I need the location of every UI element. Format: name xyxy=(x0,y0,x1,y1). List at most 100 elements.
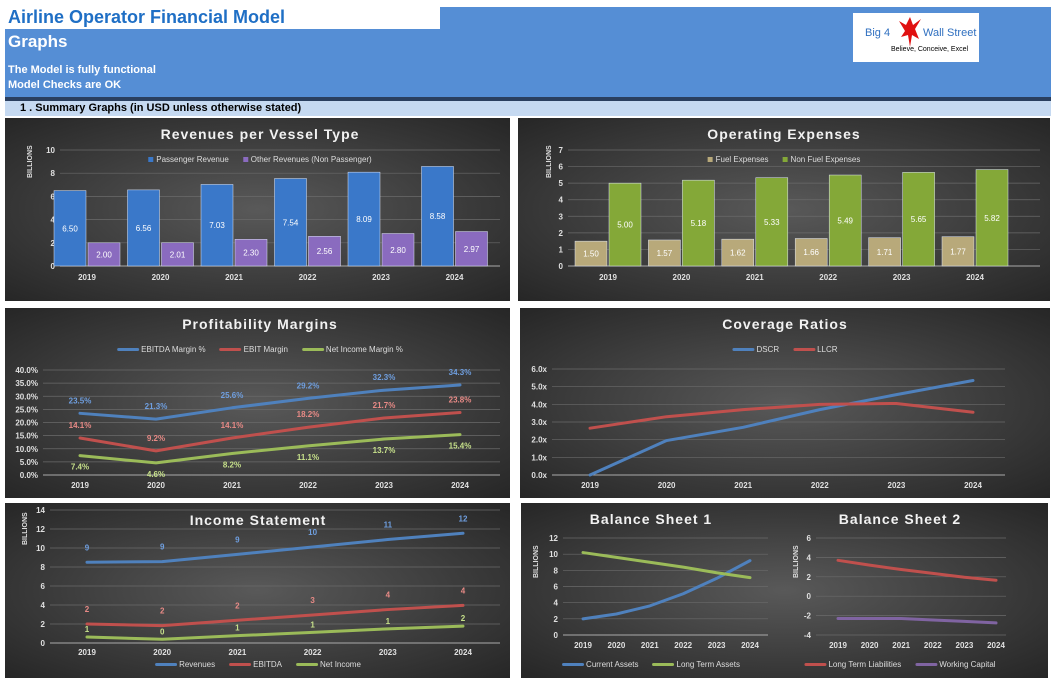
data-label: 4 xyxy=(386,591,391,600)
series-line xyxy=(78,433,462,465)
data-label: 2 xyxy=(461,614,466,623)
legend-swatch xyxy=(707,157,713,163)
x-tick-label: 2019 xyxy=(78,273,96,282)
chart-title: Income Statement xyxy=(189,512,327,528)
legend-label: Passenger Revenue xyxy=(156,155,229,164)
x-tick-label: 2024 xyxy=(966,273,984,282)
x-tick-label: 2022 xyxy=(674,641,692,650)
page-subtitle: Graphs xyxy=(8,32,68,51)
y-tick-label: 6.0x xyxy=(531,365,547,374)
legend-label: Net Income xyxy=(320,660,361,669)
legend-label: EBITDA Margin % xyxy=(141,345,206,354)
x-tick-label: 2019 xyxy=(78,648,96,657)
y-tick-label: 4.0x xyxy=(531,400,547,409)
legend: DSCR LLCR xyxy=(732,345,838,354)
data-label: 1 xyxy=(386,617,391,626)
data-label: 5.65 xyxy=(911,215,927,224)
legend-label: LLCR xyxy=(817,345,838,354)
chart-title: Coverage Ratios xyxy=(722,316,848,332)
data-label: 1.77 xyxy=(950,247,966,256)
y-tick-label: 0.0% xyxy=(20,471,38,480)
series-line xyxy=(85,603,465,628)
data-label: 8.09 xyxy=(356,215,372,224)
bar xyxy=(421,166,454,267)
x-tick-label: 2019 xyxy=(581,481,599,490)
x-tick-label: 2024 xyxy=(446,273,464,282)
data-label: 13.7% xyxy=(373,446,396,455)
y-tick-label: 2 xyxy=(807,573,812,582)
data-label: 1.71 xyxy=(877,248,893,257)
bar xyxy=(828,174,862,267)
y-tick-label: 5 xyxy=(559,179,564,188)
data-label: 5.49 xyxy=(837,217,853,226)
data-label: 18.2% xyxy=(297,410,320,419)
legend-item: DSCR xyxy=(732,345,779,354)
x-tick-label: 2022 xyxy=(819,273,837,282)
chart-balance-sheets: 0 2 4 6 8 10 12 2019 2020 2021 2022 2023 2024 -4 -2 0 2 4… xyxy=(521,503,1048,678)
data-label: 21.3% xyxy=(145,402,168,411)
bar xyxy=(308,236,341,267)
bar xyxy=(608,182,642,267)
x-tick-label: 2022 xyxy=(924,641,942,650)
legend-item: Long Term Assets xyxy=(652,660,740,669)
data-label: 4.6% xyxy=(147,470,165,479)
y-axis-label: BILLIONS xyxy=(546,145,553,178)
x-tick-label: 2020 xyxy=(608,641,626,650)
status-checks: Model Checks are OK xyxy=(8,79,122,91)
legend-item: Non Fuel Expenses xyxy=(782,155,860,164)
data-label: 34.3% xyxy=(449,368,472,377)
y-tick-label: 6 xyxy=(41,582,46,591)
series-line xyxy=(836,558,998,582)
legend-item: Other Revenues (Non Passenger) xyxy=(242,155,372,164)
series-line xyxy=(588,401,975,430)
x-tick-label: 2019 xyxy=(574,641,592,650)
data-label: 3 xyxy=(310,596,315,605)
y-tick-label: 40.0% xyxy=(15,366,38,375)
legend: Fuel Expenses Non Fuel Expenses xyxy=(707,155,860,164)
y-tick-label: 8 xyxy=(41,563,46,572)
x-tick-label: 2023 xyxy=(372,273,390,282)
y-tick-label: 5.0% xyxy=(20,458,38,467)
chart-title: Balance Sheet 2 xyxy=(838,511,962,527)
legend-item: EBITDA Margin % xyxy=(117,345,206,354)
x-tick-label: 2024 xyxy=(454,648,472,657)
y-tick-label: 3.0x xyxy=(531,418,547,427)
legend-label: Net Income Margin % xyxy=(325,345,403,354)
bar xyxy=(347,171,381,267)
y-tick-label: 4 xyxy=(51,216,56,225)
data-label: 2 xyxy=(235,601,240,610)
legend-swatch xyxy=(782,157,788,163)
x-tick-label: 2021 xyxy=(229,648,247,657)
data-label: 2.80 xyxy=(390,246,406,255)
y-tick-label: 0.0x xyxy=(531,471,547,480)
y-tick-label: 4 xyxy=(554,599,559,608)
legend-swatch xyxy=(732,348,755,352)
y-tick-label: 14 xyxy=(36,506,45,515)
data-label: 23.8% xyxy=(449,396,472,405)
y-tick-label: -4 xyxy=(804,631,812,640)
data-label: 7.03 xyxy=(209,221,225,230)
data-label: 29.2% xyxy=(297,381,320,390)
data-label: 10 xyxy=(308,528,317,537)
logo: Big 4 Wall Street Believe, Conceive, Exc… xyxy=(853,13,979,62)
bar xyxy=(381,233,415,267)
y-tick-label: 4 xyxy=(807,553,812,562)
x-tick-label: 2023 xyxy=(956,641,974,650)
data-label: 0 xyxy=(160,627,165,636)
data-label: 11 xyxy=(384,521,393,530)
y-tick-label: -2 xyxy=(804,612,812,621)
page-title: Airline Operator Financial Model xyxy=(8,7,286,27)
y-tick-label: 2 xyxy=(41,620,46,629)
y-tick-label: 2 xyxy=(559,229,564,238)
y-axis-label: BILLIONS xyxy=(22,512,29,545)
divider xyxy=(5,97,1051,101)
y-tick-label: 0 xyxy=(51,262,56,271)
data-label: 1 xyxy=(310,620,315,629)
legend-label: Long Term Liabilities xyxy=(828,660,902,669)
x-tick-label: 2021 xyxy=(734,481,752,490)
series-line xyxy=(78,411,462,453)
data-label: 9 xyxy=(85,543,90,552)
bar xyxy=(234,239,268,267)
y-tick-label: 0 xyxy=(554,631,559,640)
bar xyxy=(794,238,828,267)
